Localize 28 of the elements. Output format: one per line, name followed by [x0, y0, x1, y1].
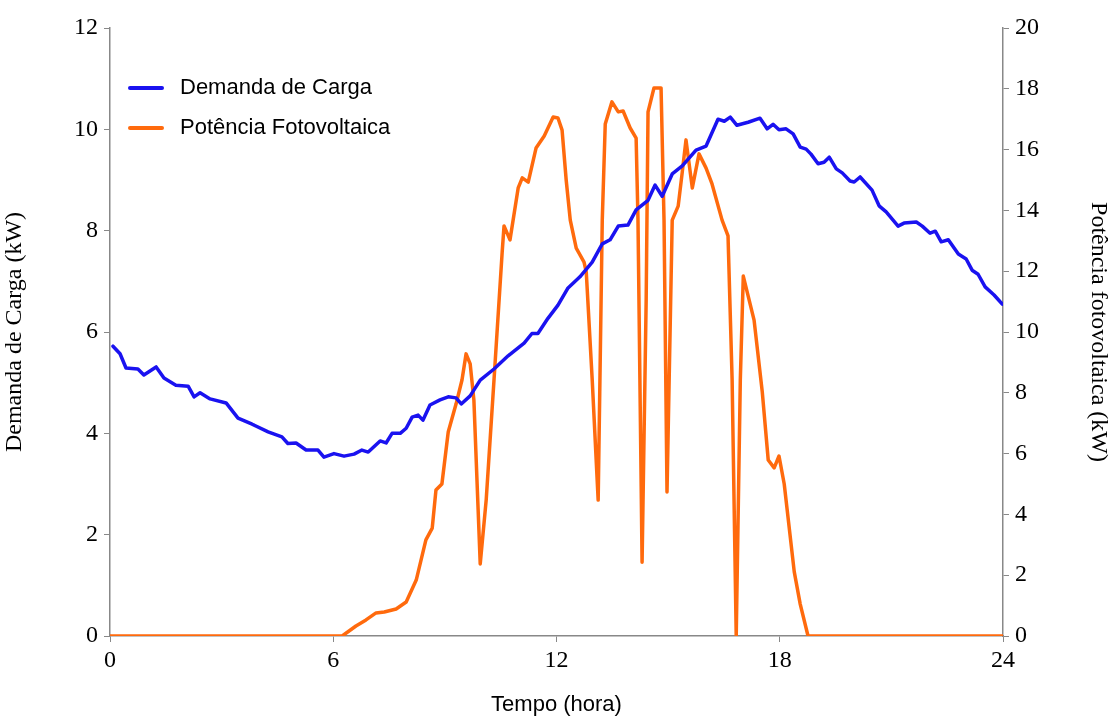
- y-axis-title: Demanda de Carga (kW): [0, 211, 26, 453]
- y2-tick-label: 4: [1015, 499, 1027, 526]
- y2-tick-label: 8: [1015, 378, 1027, 405]
- y2-tick-label: 0: [1015, 621, 1027, 648]
- y-tick-label: 0: [86, 621, 98, 648]
- y-tick-label: 12: [74, 13, 98, 40]
- y2-tick-label: 20: [1015, 13, 1039, 40]
- x-tick-label: 0: [104, 645, 116, 672]
- x-tick-label: 6: [327, 645, 340, 672]
- y2-tick-label: 14: [1015, 195, 1039, 222]
- y2-tick-label: 10: [1015, 317, 1039, 344]
- y2-tick-label: 2: [1015, 560, 1027, 587]
- y2-tick-label: 16: [1015, 134, 1039, 161]
- y2-tick-label: 18: [1015, 74, 1039, 101]
- y2-tick-label: 12: [1015, 256, 1039, 283]
- y-tick-label: 10: [74, 114, 98, 141]
- legend-label: Demanda de Carga: [180, 74, 373, 100]
- y-tick-label: 2: [86, 519, 98, 546]
- x-tick-label: 18: [767, 645, 792, 672]
- x-tick-label: 24: [991, 645, 1015, 672]
- y-tick-label: 8: [86, 215, 98, 242]
- y-tick-label: 4: [86, 418, 98, 445]
- y-tick-label: 6: [86, 317, 98, 344]
- x-tick-label: 12: [544, 645, 569, 672]
- y2-tick-label: 6: [1015, 438, 1027, 465]
- y2-axis-title: Potência fotovoltaica (kW): [1087, 202, 1113, 462]
- legend-label: Potência Fotovoltaica: [180, 114, 392, 140]
- x-axis-title: Tempo (hora): [491, 690, 622, 716]
